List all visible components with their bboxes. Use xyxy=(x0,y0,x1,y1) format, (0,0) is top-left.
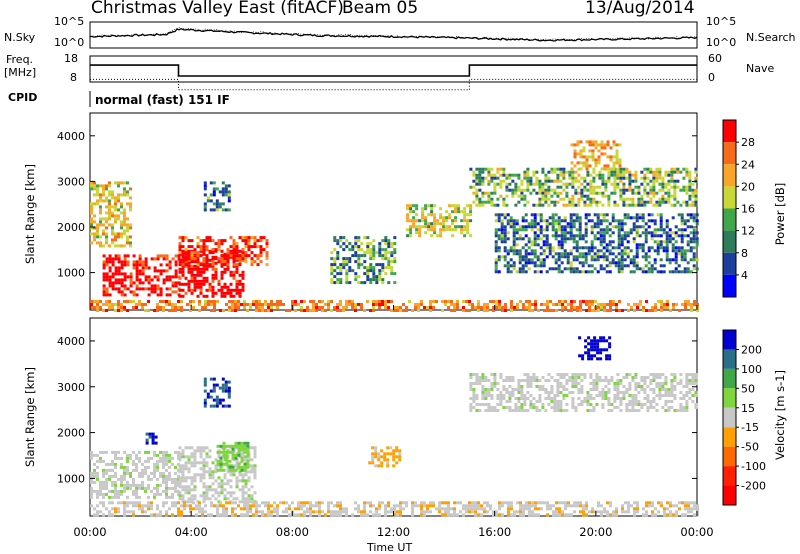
velocity-colorbar-label-3: 15 xyxy=(741,402,755,415)
power-colorbar-swatch-7 xyxy=(723,274,736,297)
power-region-7 xyxy=(469,167,698,207)
power-colorbar-label-0: 28 xyxy=(741,136,755,149)
velocity-colorbar-label-1: 100 xyxy=(741,363,762,376)
power-colorbar-label-6: 4 xyxy=(741,269,748,282)
velocity-ytick-label-1: 3000 xyxy=(57,381,85,394)
velocity-colorbar-swatch-0 xyxy=(723,330,736,350)
velocity-colorbar-label-7: -200 xyxy=(741,480,766,493)
velocity-ytick-label-3: 1000 xyxy=(57,472,85,485)
velocity-colorbar-label-0: 200 xyxy=(741,343,762,356)
power-colorbar-swatch-6 xyxy=(723,252,736,275)
power-colorbar-swatch-5 xyxy=(723,230,736,253)
x-tick-label-4: 16:00 xyxy=(478,525,511,539)
power-ytick-label-1: 3000 xyxy=(57,175,85,188)
freq-tick-bottom: 8 xyxy=(70,71,77,84)
x-tick-label-3: 12:00 xyxy=(377,525,410,539)
freq-panel-frame xyxy=(89,55,698,83)
nave-series-line xyxy=(90,78,697,91)
power-colorbar-swatch-2 xyxy=(723,164,736,187)
velocity-colorbar-swatch-2 xyxy=(723,368,736,389)
velocity-colorbar-label-5: -50 xyxy=(741,441,759,454)
x-tick-label-2: 08:00 xyxy=(276,525,309,539)
x-tick-label-0: 00:00 xyxy=(73,525,106,539)
velocity-region-5 xyxy=(368,446,402,468)
power-colorbar-label-3: 16 xyxy=(741,203,755,216)
power-ytick-label-0: 4000 xyxy=(57,130,85,143)
noise-right-tick-top: 10^5 xyxy=(706,15,737,28)
velocity-colorbar-label-2: 50 xyxy=(741,382,755,395)
power-region-1 xyxy=(102,254,181,297)
power-colorbar-swatch-0 xyxy=(723,120,736,143)
power-colorbar-label-4: 12 xyxy=(741,225,755,238)
velocity-ytick-label-2: 2000 xyxy=(57,427,85,440)
velocity-colorbar-swatch-7 xyxy=(723,466,736,486)
power-colorbar-swatch-1 xyxy=(723,142,736,165)
nsearch-label: N.Search xyxy=(746,31,796,44)
freq-tick-top: 18 xyxy=(64,52,78,65)
power-ytick-label-2: 2000 xyxy=(57,221,85,234)
velocity-region-2 xyxy=(216,441,250,472)
cpid-value: normal (fast) 151 IF xyxy=(95,93,230,107)
nsky-label: N.Sky xyxy=(4,31,36,44)
power-region-0 xyxy=(90,181,132,248)
x-tick-label-5: 20:00 xyxy=(579,525,612,539)
x-axis-title: Time UT xyxy=(367,541,413,554)
nave-tick-top: 60 xyxy=(708,52,722,65)
power-region-9 xyxy=(494,213,699,274)
power-colorbar-swatch-3 xyxy=(723,186,736,209)
velocity-colorbar-swatch-4 xyxy=(723,407,736,428)
velocity-colorbar-swatch-5 xyxy=(723,427,736,447)
power-region-5 xyxy=(330,236,397,285)
power-region-10 xyxy=(90,300,699,312)
power-panel-frame xyxy=(89,112,698,311)
velocity-colorbar-frame xyxy=(722,329,737,506)
noise-right-tick-bottom: 10^0 xyxy=(706,36,737,49)
velocity-region-7 xyxy=(578,336,612,361)
cpid-label: CPID xyxy=(8,91,38,104)
nsky-series-line xyxy=(89,27,698,42)
nave-label: Nave xyxy=(746,62,775,75)
date-label: 13/Aug/2014 xyxy=(585,0,695,18)
freq-label-line1: Freq. xyxy=(6,53,34,66)
power-region-8 xyxy=(570,140,622,171)
x-tick-label-1: 04:00 xyxy=(175,525,208,539)
power-region-4 xyxy=(203,181,231,212)
velocity-colorbar-label-4: -15 xyxy=(741,421,759,434)
station-title: Christmas Valley East (fitACF) xyxy=(91,0,344,18)
freq-series-line xyxy=(90,64,697,77)
noise-panel-frame xyxy=(89,21,698,49)
power-colorbar-label-1: 24 xyxy=(741,158,755,171)
noise-left-tick-bottom: 10^0 xyxy=(54,36,85,49)
velocity-colorbar-swatch-6 xyxy=(723,446,736,467)
power-ytick-label-3: 1000 xyxy=(57,267,85,280)
velocity-region-4 xyxy=(203,377,231,408)
velocity-colorbar-swatch-8 xyxy=(723,485,736,505)
nsearch-series-line xyxy=(89,27,698,41)
power-region-3 xyxy=(178,236,269,267)
velocity-region-0 xyxy=(90,450,180,499)
x-tick-label-6: 00:00 xyxy=(680,525,713,539)
velocity-colorbar-swatch-1 xyxy=(723,349,736,369)
noise-left-tick-top: 10^5 xyxy=(54,15,85,28)
velocity-region-6 xyxy=(469,373,698,412)
power-colorbar-label-5: 8 xyxy=(741,247,748,260)
velocity-colorbar-label-6: -100 xyxy=(741,460,766,473)
freq-label-line2: [MHz] xyxy=(4,66,37,79)
velocity-region-8 xyxy=(90,501,699,517)
beam-label: Beam 05 xyxy=(342,0,419,18)
nave-tick-bottom: 0 xyxy=(708,71,715,84)
velocity-colorbar-swatch-3 xyxy=(723,388,736,408)
velocity-ytick-label-0: 4000 xyxy=(57,335,85,348)
power-colorbar-swatch-4 xyxy=(723,208,736,231)
power-colorbar-label-2: 20 xyxy=(741,180,755,193)
power-region-6 xyxy=(406,204,473,238)
velocity-region-3 xyxy=(145,432,158,445)
